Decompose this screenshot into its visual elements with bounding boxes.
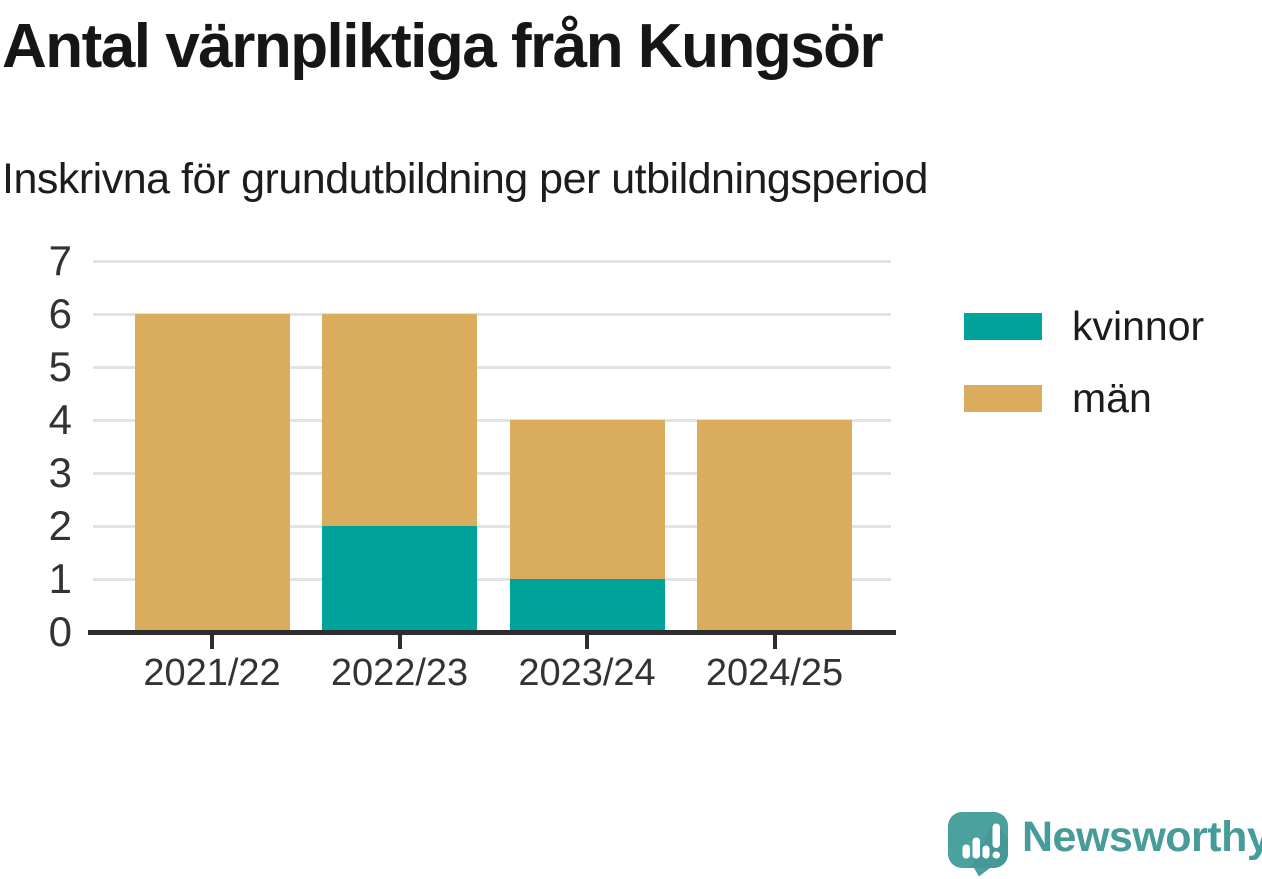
- newsworthy-logo-text: Newsworthy: [1022, 813, 1262, 861]
- legend-swatch-kvinnor: [964, 313, 1042, 340]
- y-axis-tick-label: 1: [48, 555, 72, 602]
- x-axis-tick-label: 2021/22: [143, 652, 281, 694]
- gridline: [93, 524, 891, 528]
- bar-segment-män-2021-22: [134, 314, 290, 632]
- gridline: [93, 312, 891, 316]
- legend-item-män: män: [964, 378, 1204, 419]
- newsworthy-logo-icon: [948, 812, 1008, 877]
- y-axis-tick-label: 6: [48, 290, 72, 337]
- y-axis-tick-label: 5: [48, 343, 72, 390]
- y-axis-tick-label: 4: [48, 396, 72, 443]
- gridline: [93, 577, 891, 581]
- bar-segment-män-2022-23: [322, 314, 477, 526]
- gridline: [93, 418, 891, 422]
- legend-swatch-män: [964, 385, 1042, 412]
- legend-item-kvinnor: kvinnor: [964, 306, 1204, 347]
- x-axis-tick-label: 2023/24: [518, 652, 656, 694]
- logo-exclamation-glyph: [992, 823, 1000, 859]
- bar-segment-kvinnor-2023-24: [509, 579, 665, 632]
- bar-segment-män-2024-25: [697, 420, 852, 632]
- chart-title: Antal värnpliktiga från Kungsör: [2, 12, 884, 81]
- x-axis-tick-label: 2024/25: [705, 652, 844, 694]
- x-axis-line: [88, 629, 896, 635]
- gridline: [93, 259, 891, 263]
- x-axis-tick: [210, 632, 214, 649]
- legend-label-kvinnor: kvinnor: [1072, 303, 1205, 349]
- gridline: [93, 365, 891, 369]
- y-axis-tick-label: 2: [48, 502, 72, 549]
- x-axis-tick: [772, 632, 777, 649]
- newsworthy-logo: Newsworthy: [946, 810, 1262, 877]
- y-axis-tick-label: 7: [48, 237, 72, 284]
- bar-segment-kvinnor-2022-23: [322, 526, 477, 632]
- x-axis-tick: [397, 632, 402, 649]
- legend-label-män: män: [1072, 375, 1152, 421]
- logo-bars-glyph: [962, 837, 990, 859]
- x-axis-tick: [585, 632, 589, 649]
- gridline: [93, 471, 891, 475]
- y-axis-tick-label: 0: [48, 608, 72, 655]
- legend: kvinnor män: [964, 306, 1204, 419]
- chart-subtitle: Inskrivna för grundutbildning per utbild…: [2, 155, 928, 203]
- x-axis-tick-label: 2022/23: [330, 652, 469, 694]
- bar-segment-män-2023-24: [509, 420, 665, 579]
- y-axis-tick-label: 3: [48, 449, 72, 496]
